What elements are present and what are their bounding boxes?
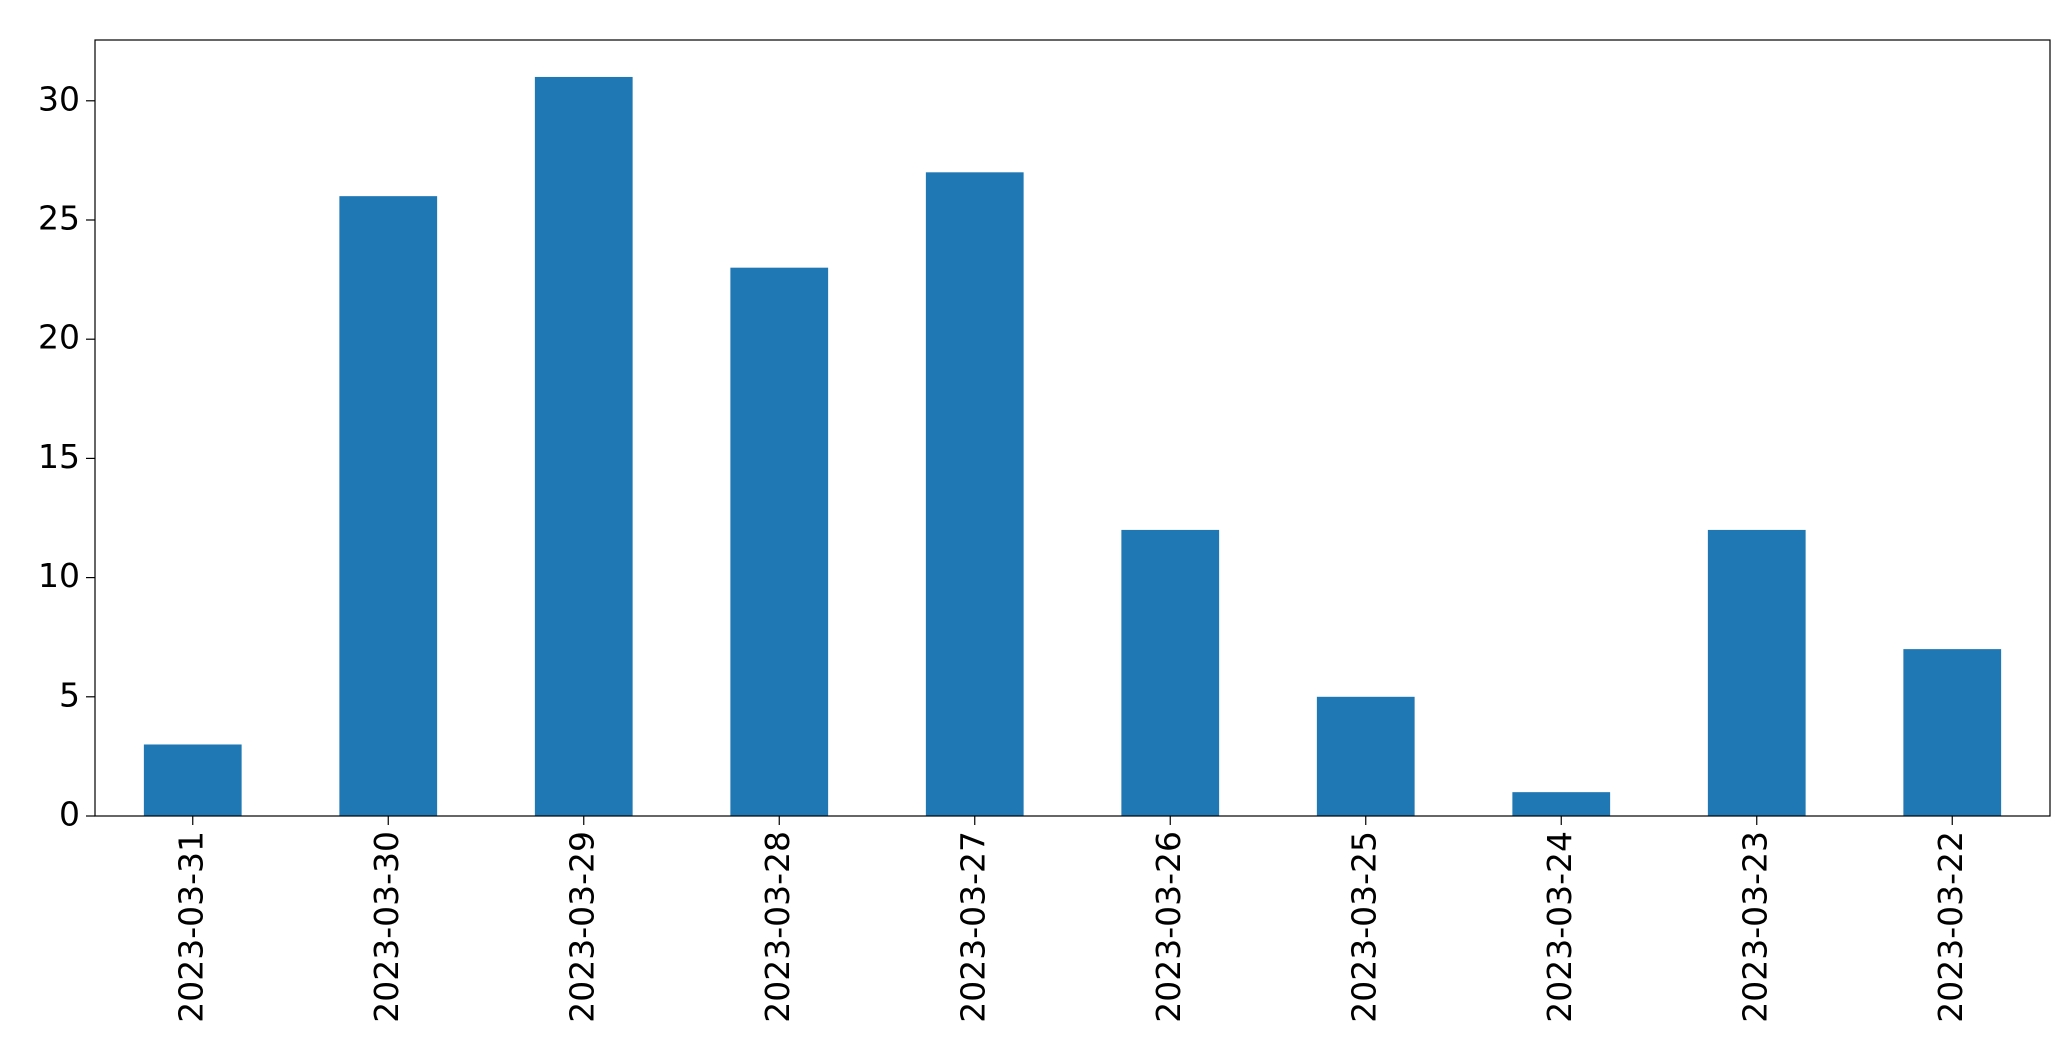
bar — [1316, 696, 1415, 816]
x-tick-label: 2023-03-24 — [1540, 831, 1579, 1023]
x-tick-label: 2023-03-26 — [1149, 831, 1188, 1023]
bar — [339, 196, 438, 816]
x-tick-label: 2023-03-31 — [171, 831, 210, 1023]
y-tick-label: 0 — [59, 795, 80, 834]
bar — [1512, 792, 1611, 816]
y-tick-label: 10 — [38, 556, 80, 595]
y-tick-label: 25 — [38, 198, 80, 237]
y-tick-label: 30 — [38, 79, 80, 118]
bar — [534, 76, 633, 816]
bar — [925, 172, 1024, 817]
y-tick-label: 20 — [38, 318, 80, 357]
x-tick-label: 2023-03-25 — [1344, 831, 1383, 1023]
x-tick-label: 2023-03-27 — [953, 831, 992, 1023]
x-tick-label: 2023-03-29 — [562, 831, 601, 1023]
bar — [1707, 529, 1806, 816]
x-tick-label: 2023-03-28 — [758, 831, 797, 1023]
y-tick-label: 15 — [38, 437, 80, 476]
bar — [143, 744, 242, 816]
x-tick-label: 2023-03-23 — [1735, 831, 1774, 1023]
bar — [730, 267, 829, 817]
x-tick-label: 2023-03-30 — [367, 831, 406, 1023]
plot-frame — [94, 39, 2051, 817]
bar — [1903, 649, 2002, 816]
bar — [1121, 529, 1220, 816]
x-tick-label: 2023-03-22 — [1931, 831, 1970, 1023]
y-tick-label: 5 — [59, 675, 80, 714]
